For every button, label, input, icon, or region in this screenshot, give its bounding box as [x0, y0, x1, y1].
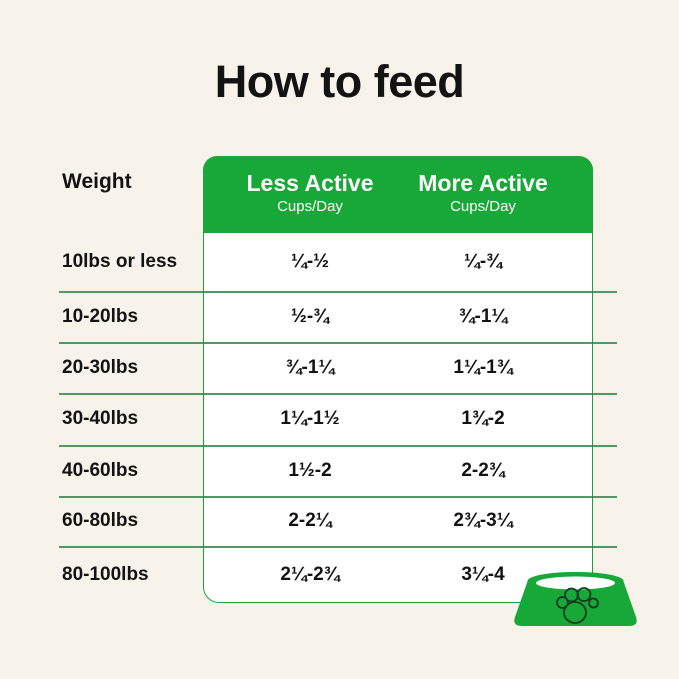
row-divider [59, 546, 617, 548]
row-more-active-value: 2¾-3¼ [453, 510, 513, 531]
column-subtitle: Cups/Day [277, 198, 343, 215]
row-less-active-value: ½-¾ [290, 305, 330, 327]
row-more-active-value: 3¼-4 [461, 563, 505, 585]
table-row: 30-40lbs 1¼-1½ 1¾-2 [0, 393, 679, 445]
row-less-active-value: 2¼-2¾ [280, 563, 340, 585]
table-row: 60-80lbs 2-2¼ 2¾-3¼ [0, 496, 679, 546]
table-row: 80-100lbs 2¼-2¾ 3¼-4 [0, 546, 679, 603]
row-less-active-value: ¼-½ [290, 251, 330, 272]
row-more-active-value: ¾-1¼ [458, 305, 508, 327]
row-divider [59, 393, 617, 395]
row-more-active-value: ¼-¾ [463, 251, 503, 272]
row-divider [59, 342, 617, 344]
row-weight-label: 80-100lbs [62, 563, 149, 585]
row-less-active-value: 1¼-1½ [280, 408, 340, 429]
dog-bowl-icon [514, 572, 637, 626]
row-less-active-value: 2-2¼ [288, 510, 332, 531]
row-divider [59, 496, 617, 498]
column-subtitle: Cups/Day [450, 198, 516, 215]
row-more-active-value: 1¾-2 [461, 408, 505, 429]
table-row: 10-20lbs ½-¾ ¾-1¼ [0, 291, 679, 342]
weight-column-header: Weight [62, 170, 132, 193]
table-row: 40-60lbs 1½-2 2-2¾ [0, 445, 679, 496]
row-less-active-value: 1½-2 [288, 459, 332, 481]
row-weight-label: 60-80lbs [62, 510, 139, 531]
row-more-active-value: 2-2¾ [461, 459, 505, 481]
row-weight-label: 40-60lbs [62, 459, 139, 481]
column-title: Less Active [246, 170, 374, 196]
row-divider [59, 445, 617, 447]
paw-print-icon [556, 587, 599, 624]
row-divider [59, 291, 617, 293]
row-weight-label: 20-30lbs [62, 356, 139, 378]
row-more-active-value: 1¼-1¾ [453, 356, 513, 378]
table-row: 10lbs or less ¼-½ ¼-¾ [0, 233, 679, 291]
table-row: 20-30lbs ¾-1¼ 1¼-1¾ [0, 342, 679, 393]
row-weight-label: 10-20lbs [62, 305, 139, 327]
row-weight-label: 10lbs or less [62, 251, 178, 272]
page-title: How to feed [214, 56, 465, 107]
table-header: Less Active Cups/Day More Active Cups/Da… [203, 156, 593, 233]
row-weight-label: 30-40lbs [62, 408, 139, 429]
column-title: More Active [418, 170, 548, 196]
column-header-more-active: More Active Cups/Day [403, 170, 563, 215]
column-header-less-active: Less Active Cups/Day [230, 170, 390, 215]
row-less-active-value: ¾-1¼ [285, 356, 335, 378]
